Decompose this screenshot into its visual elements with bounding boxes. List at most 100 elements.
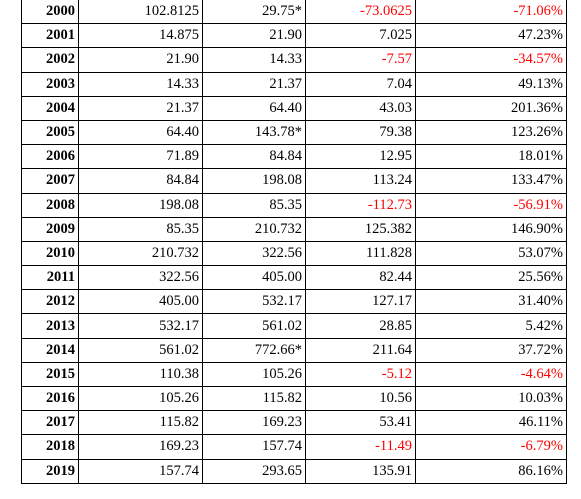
year-cell: 2005 [21, 119, 79, 146]
table-body: 2000 102.8125 29.75* -73.0625 -71.06% 2001 14.… [21, 0, 567, 484]
end-price-cell: 293.65 [202, 458, 306, 484]
percent-change-cell: 10.03% [415, 385, 567, 412]
percent-change-cell: 31.40% [415, 289, 567, 315]
year-cell: 2004 [21, 95, 79, 121]
percent-change-cell: -34.57% [415, 47, 567, 73]
start-price-cell: 71.89 [78, 144, 203, 170]
start-price-cell: 115.82 [78, 410, 203, 436]
year-cell: 2019 [21, 458, 79, 484]
percent-change-cell: -56.91% [415, 192, 567, 218]
end-price-cell: 772.66* [202, 337, 306, 363]
year-cell: 2016 [21, 385, 79, 412]
table-row: 2004 21.37 64.40 43.03 201.36% [21, 95, 567, 121]
year-cell: 2013 [21, 313, 79, 339]
price-change-cell: 135.91 [305, 458, 416, 484]
end-price-cell: 21.37 [202, 71, 306, 97]
end-price-cell: 561.02 [202, 313, 306, 339]
end-price-cell: 157.74 [202, 434, 306, 460]
percent-change-cell: -4.64% [415, 361, 567, 388]
price-change-cell: 211.64 [305, 337, 416, 363]
start-price-cell: 110.38 [78, 361, 203, 388]
price-change-cell: 127.17 [305, 289, 416, 315]
table-row: 2002 21.90 14.33 -7.57 -34.57% [21, 47, 567, 73]
year-cell: 2002 [21, 47, 79, 73]
price-change-cell: 113.24 [305, 168, 416, 194]
start-price-cell: 21.37 [78, 95, 203, 121]
end-price-cell: 29.75* [202, 0, 306, 25]
price-change-cell: 7.025 [305, 23, 416, 49]
percent-change-cell: 37.72% [415, 337, 567, 363]
end-price-cell: 21.90 [202, 23, 306, 49]
price-change-cell: 28.85 [305, 313, 416, 339]
price-change-cell: 82.44 [305, 265, 416, 291]
year-cell: 2011 [21, 265, 79, 291]
annual-price-table: 2000 102.8125 29.75* -73.0625 -71.06% 2001 14.… [21, 0, 567, 484]
end-price-cell: 322.56 [202, 240, 306, 267]
start-price-cell: 405.00 [78, 289, 203, 315]
start-price-cell: 84.84 [78, 168, 203, 194]
year-cell: 2003 [21, 71, 79, 97]
price-change-cell: 53.41 [305, 410, 416, 436]
table-row: 2001 14.875 21.90 7.025 47.23% [21, 23, 567, 49]
price-change-cell: -7.57 [305, 47, 416, 73]
percent-change-cell: -6.79% [415, 434, 567, 460]
table-row: 2012 405.00 532.17 127.17 31.40% [21, 289, 567, 315]
price-change-cell: 125.382 [305, 216, 416, 242]
percent-change-cell: 25.56% [415, 265, 567, 291]
price-change-cell: -5.12 [305, 361, 416, 388]
price-change-cell: 111.828 [305, 240, 416, 267]
end-price-cell: 115.82 [202, 385, 306, 412]
table-row: 2011 322.56 405.00 82.44 25.56% [21, 265, 567, 291]
year-cell: 2017 [21, 410, 79, 436]
end-price-cell: 532.17 [202, 289, 306, 315]
table-row: 2006 71.89 84.84 12.95 18.01% [21, 144, 567, 170]
start-price-cell: 85.35 [78, 216, 203, 242]
percent-change-cell: -71.06% [415, 0, 567, 25]
end-price-cell: 198.08 [202, 168, 306, 194]
percent-change-cell: 133.47% [415, 168, 567, 194]
table-row: 2013 532.17 561.02 28.85 5.42% [21, 313, 567, 339]
year-cell: 2008 [21, 192, 79, 218]
price-change-cell: -73.0625 [305, 0, 416, 25]
price-change-cell: 10.56 [305, 385, 416, 412]
start-price-cell: 157.74 [78, 458, 203, 484]
price-change-cell: 43.03 [305, 95, 416, 121]
table-row: 2008 198.08 85.35 -112.73 -56.91% [21, 192, 567, 218]
year-cell: 2007 [21, 168, 79, 194]
percent-change-cell: 5.42% [415, 313, 567, 339]
table-row: 2007 84.84 198.08 113.24 133.47% [21, 168, 567, 194]
end-price-cell: 84.84 [202, 144, 306, 170]
year-cell: 2010 [21, 240, 79, 267]
start-price-cell: 14.33 [78, 71, 203, 97]
percent-change-cell: 201.36% [415, 95, 567, 121]
table-row: 2003 14.33 21.37 7.04 49.13% [21, 71, 567, 97]
end-price-cell: 405.00 [202, 265, 306, 291]
end-price-cell: 14.33 [202, 47, 306, 73]
price-change-cell: -11.49 [305, 434, 416, 460]
start-price-cell: 102.8125 [78, 0, 203, 25]
start-price-cell: 561.02 [78, 337, 203, 363]
start-price-cell: 169.23 [78, 434, 203, 460]
percent-change-cell: 49.13% [415, 71, 567, 97]
percent-change-cell: 146.90% [415, 216, 567, 242]
price-change-cell: 79.38 [305, 119, 416, 146]
table-row: 2009 85.35 210.732 125.382 146.90% [21, 216, 567, 242]
year-cell: 2018 [21, 434, 79, 460]
table-row: 2019 157.74 293.65 135.91 86.16% [21, 458, 567, 484]
percent-change-cell: 86.16% [415, 458, 567, 484]
start-price-cell: 64.40 [78, 119, 203, 146]
end-price-cell: 143.78* [202, 119, 306, 146]
percent-change-cell: 47.23% [415, 23, 567, 49]
start-price-cell: 105.26 [78, 385, 203, 412]
start-price-cell: 21.90 [78, 47, 203, 73]
start-price-cell: 14.875 [78, 23, 203, 49]
table-row: 2015 110.38 105.26 -5.12 -4.64% [21, 361, 567, 388]
end-price-cell: 64.40 [202, 95, 306, 121]
percent-change-cell: 18.01% [415, 144, 567, 170]
table-row: 2018 169.23 157.74 -11.49 -6.79% [21, 434, 567, 460]
table-row: 2017 115.82 169.23 53.41 46.11% [21, 410, 567, 436]
price-change-cell: -112.73 [305, 192, 416, 218]
year-cell: 2014 [21, 337, 79, 363]
end-price-cell: 105.26 [202, 361, 306, 388]
start-price-cell: 532.17 [78, 313, 203, 339]
